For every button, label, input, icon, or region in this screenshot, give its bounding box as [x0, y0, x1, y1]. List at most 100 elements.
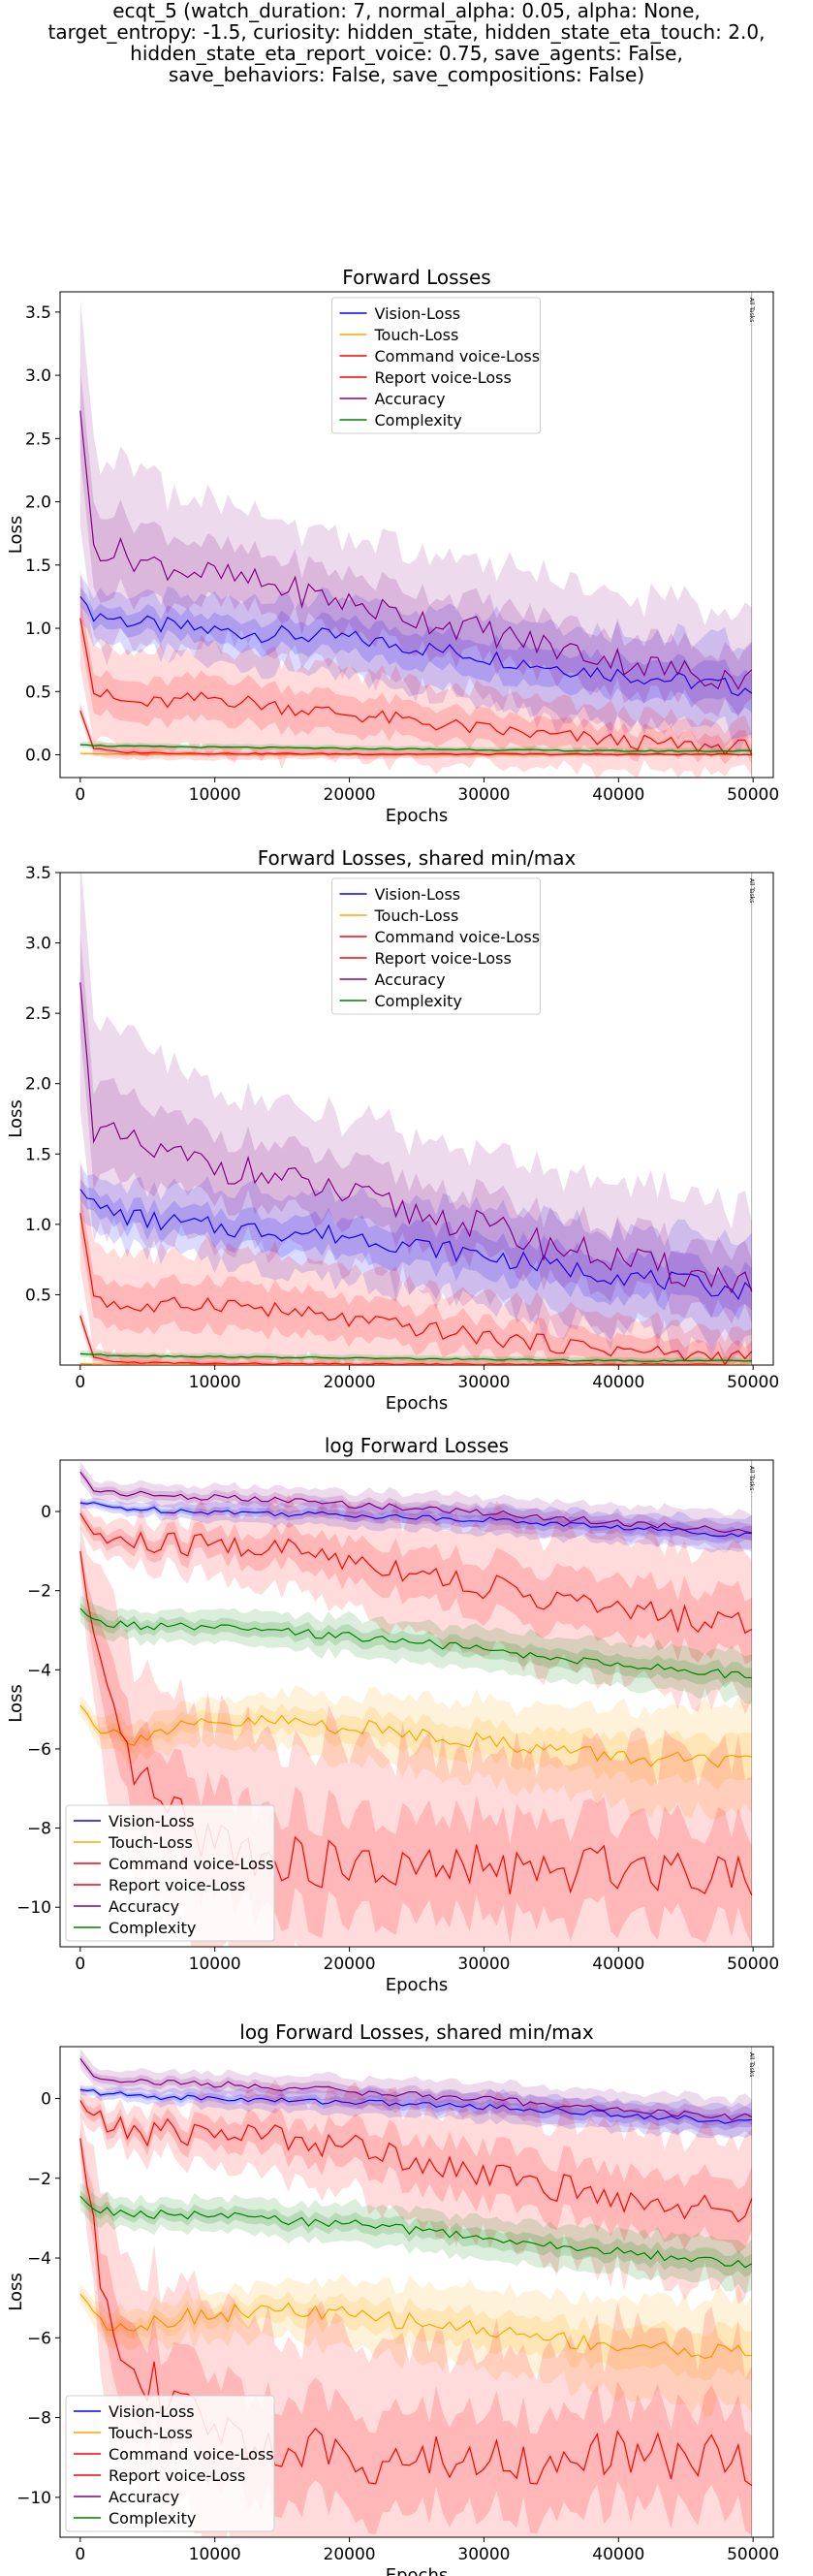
series-band-outer: [79, 568, 752, 778]
plot-frame: [59, 2046, 774, 2538]
series-band-inner: [79, 1701, 752, 1790]
y-tick-label: −4: [27, 2249, 51, 2269]
x-axis-label: Epochs: [386, 2565, 449, 2576]
vertical-marker-label: All Tasks: [748, 878, 755, 903]
legend-entry: Accuracy: [109, 1897, 179, 1916]
y-tick-label: 2.0: [25, 1075, 51, 1095]
x-axis-label: Epochs: [386, 1975, 449, 1995]
chart-panel-3: log Forward Losses 0 10000 20000 30000 40000 5…: [6, 1434, 779, 1995]
x-tick-label: 40000: [592, 1373, 644, 1392]
series-line: [79, 710, 752, 756]
x-tick-label: 0: [75, 1955, 85, 1974]
vertical-marker-label: All Tasks: [748, 1466, 755, 1490]
y-tick-label: 0.0: [25, 747, 51, 766]
series-band-inner: [79, 2054, 752, 2128]
series-band-inner: [79, 2190, 752, 2277]
series-band-outer: [79, 1595, 752, 1704]
series-band-outer: [79, 2048, 752, 2138]
y-tick-label: −10: [16, 1898, 51, 1918]
y-tick-label: −8: [27, 2409, 51, 2429]
x-tick-label: 30000: [457, 2545, 510, 2564]
series-line: [79, 982, 753, 1294]
series-band-outer: [79, 1158, 752, 1365]
series-band-outer: [79, 1685, 752, 1821]
series-band-inner: [79, 2094, 752, 2254]
x-tick-label: 50000: [727, 1955, 779, 1974]
legend-entry: Command voice-Loss: [109, 1855, 274, 1873]
legend: Vision-Loss Touch-Loss Command voice-Loss R…: [331, 297, 541, 434]
legend-box: [65, 2395, 275, 2532]
chart-title: Forward Losses: [342, 266, 490, 289]
y-tick-label: 1.5: [25, 557, 51, 576]
legend-entry: Accuracy: [375, 390, 446, 408]
y-tick-label: 0.5: [25, 1286, 51, 1305]
chart-title: log Forward Losses: [325, 1434, 509, 1457]
y-axis-label: Loss: [6, 1684, 26, 1722]
series-band-outer: [79, 574, 752, 740]
series-band-outer: [79, 2084, 752, 2139]
series-line: [79, 1704, 752, 1768]
legend-entry: Report voice-Loss: [109, 2466, 245, 2485]
y-tick-label: −4: [27, 1661, 51, 1680]
chart-panel-1: Forward Losses 0 10000 20000 30000 40000 50000…: [6, 266, 779, 826]
x-tick-label: 0: [75, 1373, 85, 1392]
legend-entry: Command voice-Loss: [109, 2445, 274, 2464]
series-line: [79, 1471, 752, 1534]
series-line: [79, 2088, 752, 2124]
y-tick-label: −8: [27, 1820, 51, 1839]
series-band-inner: [79, 1192, 752, 1365]
series-band-inner: [79, 933, 752, 1324]
series-band-inner: [79, 1508, 752, 1665]
plot-frame: [59, 291, 774, 779]
series-line: [79, 2195, 753, 2269]
figure-title: ecqt_5 (watch_duration: 7, normal_alpha:…: [47, 0, 766, 86]
series-band-inner: [79, 1500, 752, 1543]
x-axis-label: Epochs: [386, 1393, 449, 1414]
chart-panel-2: Forward Losses, shared min/max 0 10000 2000…: [6, 846, 779, 1414]
series-line: [79, 1352, 752, 1362]
y-axis-label: Loss: [6, 516, 26, 554]
x-tick-label: 50000: [727, 2545, 779, 2564]
y-tick-label: 1.0: [25, 1216, 51, 1235]
legend-entry: Complexity: [109, 2509, 196, 2528]
x-tick-label: 20000: [324, 1373, 376, 1392]
series-line: [79, 2057, 753, 2121]
series-band-outer: [79, 1497, 752, 1553]
series-line: [79, 2293, 752, 2360]
x-tick-label: 0: [75, 2545, 85, 2564]
legend-box: [331, 297, 541, 434]
series-line: [79, 1607, 752, 1679]
x-tick-label: 40000: [592, 785, 644, 805]
legend-entry: Report voice-Loss: [375, 949, 512, 968]
plot-area: [79, 1461, 753, 1947]
legend-entry: Touch-Loss: [108, 1833, 193, 1852]
chart-title: Forward Losses, shared min/max: [258, 846, 577, 870]
legend-entry: Complexity: [375, 992, 462, 1010]
series-line: [79, 596, 753, 697]
plot-area: [79, 873, 753, 1365]
y-tick-label: −6: [27, 2329, 51, 2348]
y-tick-label: 3.5: [25, 864, 51, 883]
series-band-outer: [79, 2079, 752, 2305]
series-band-outer: [79, 1461, 752, 1554]
series-band-inner: [79, 707, 752, 757]
y-tick-label: −2: [27, 2170, 51, 2189]
series-band-outer: [79, 702, 752, 761]
y-tick-label: −10: [16, 2489, 51, 2508]
legend-entry: Complexity: [375, 411, 462, 429]
y-tick-label: 0: [41, 1503, 51, 1522]
series-line: [79, 410, 753, 690]
legend-entry: Touch-Loss: [374, 906, 459, 925]
series-band-inner: [79, 1178, 752, 1320]
legend-box: [331, 877, 541, 1015]
y-tick-label: 3.0: [25, 935, 51, 954]
series-band-outer: [79, 299, 752, 759]
vertical-marker-label: All Tasks: [748, 298, 755, 322]
legend-entry: Touch-Loss: [374, 326, 459, 344]
x-axis-label: Epochs: [386, 806, 449, 826]
y-tick-label: 3.5: [25, 303, 51, 323]
legend-entry: Complexity: [109, 1919, 196, 1937]
legend-entry: Command voice-Loss: [375, 928, 541, 946]
x-tick-label: 30000: [457, 1955, 510, 1974]
